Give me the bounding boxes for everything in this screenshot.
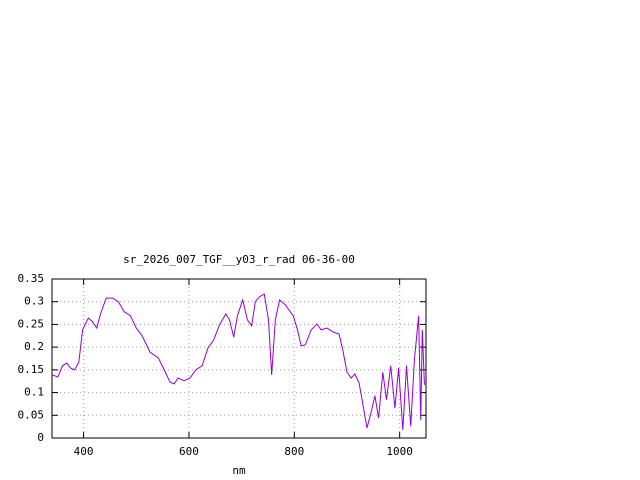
x-axis-label: nm — [232, 464, 246, 477]
y-tick-label: 0.35 — [18, 272, 45, 285]
y-tick-label: 0.2 — [24, 340, 44, 353]
y-tick-label: 0.15 — [18, 363, 45, 376]
plot-frame — [51, 278, 427, 439]
y-tick-label: 0 — [37, 431, 44, 444]
x-tick-label: 800 — [284, 445, 304, 458]
x-tick-label: 1000 — [386, 445, 413, 458]
chart-title: sr_2026_007_TGF__y03_r_rad 06-36-00 — [123, 253, 355, 266]
y-tick-label: 0.3 — [24, 295, 44, 308]
y-tick-label: 0.25 — [18, 317, 45, 330]
x-tick-label: 600 — [179, 445, 199, 458]
data-line — [52, 293, 425, 430]
y-tick-label: 0.1 — [24, 386, 44, 399]
x-tick-label: 400 — [74, 445, 94, 458]
y-tick-label: 0.05 — [18, 408, 45, 421]
